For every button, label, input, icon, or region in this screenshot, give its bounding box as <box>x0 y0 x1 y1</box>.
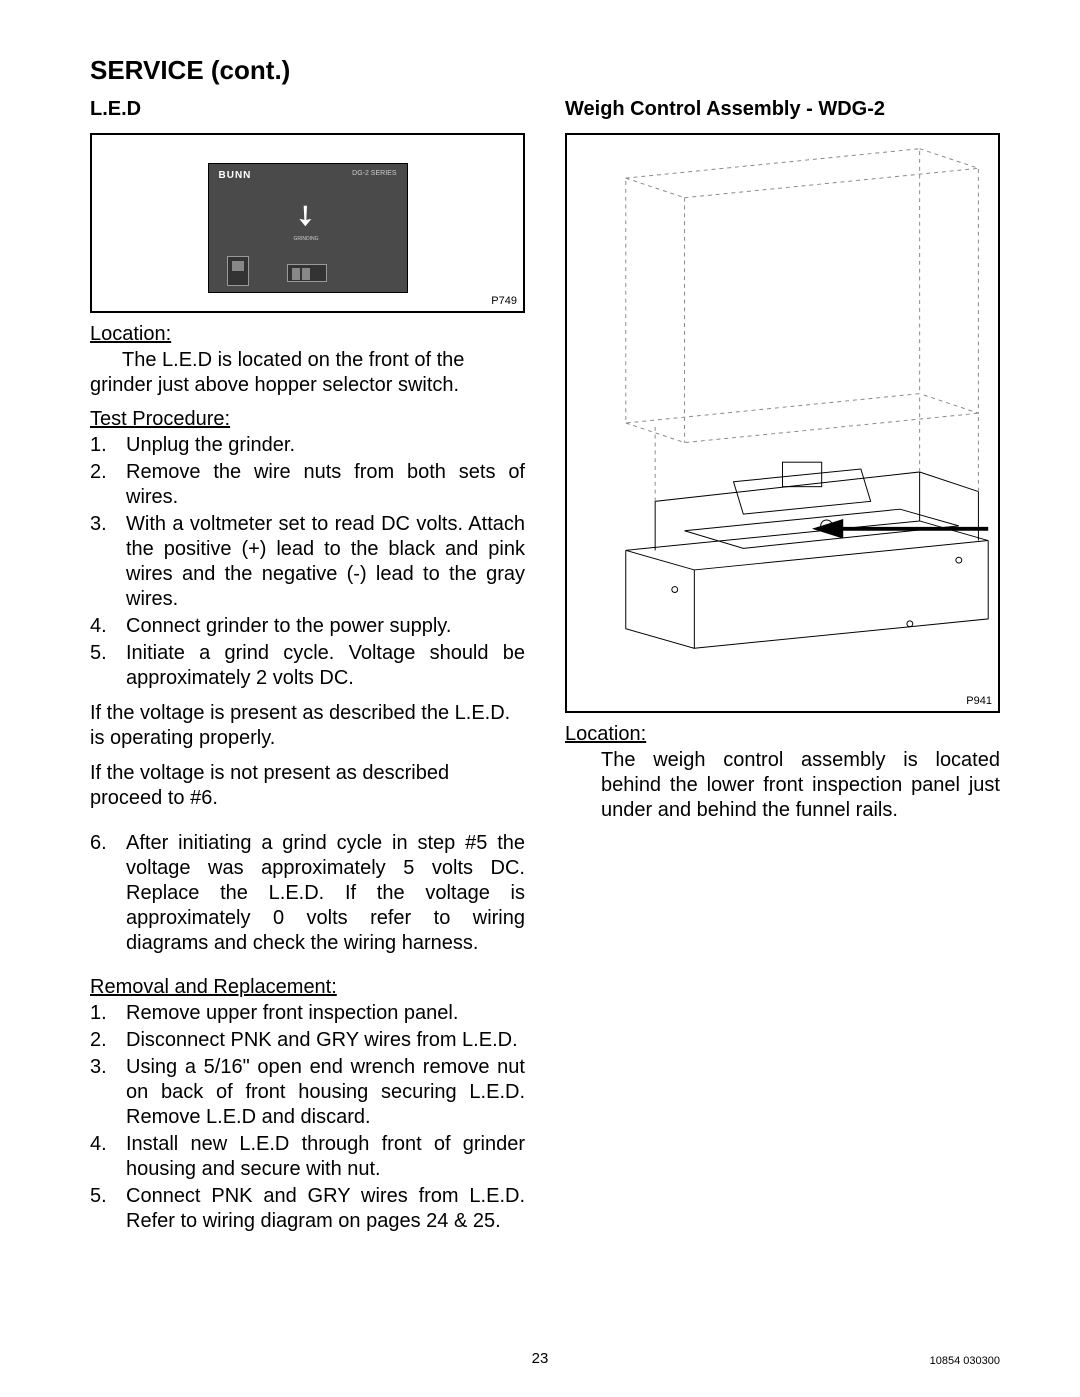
right-column: Weigh Control Assembly - WDG-2 <box>565 98 1000 1244</box>
weigh-assembly-illustration <box>567 135 998 711</box>
led-heading: L.E.D <box>90 98 525 121</box>
test-procedure-heading: Test Procedure: <box>90 408 525 431</box>
test-step: 3.With a voltmeter set to read DC volts.… <box>90 512 525 612</box>
right-location-item: The weigh control assembly is located be… <box>565 748 1000 823</box>
weigh-figure-label: P941 <box>966 695 992 707</box>
removal-heading: Removal and Replacement: <box>90 976 525 999</box>
removal-step: 3.Using a 5/16" open end wrench remove n… <box>90 1055 525 1130</box>
left-column: L.E.D BUNN DG-2 SERIES ➘ GRINDING P749 L… <box>90 98 525 1244</box>
arrow-icon: ➘ <box>285 196 325 236</box>
right-location-wrap: The weigh control assembly is located be… <box>565 748 1000 823</box>
voltage-ok-text: If the voltage is present as described t… <box>90 701 525 751</box>
panel-grinding-label: GRINDING <box>294 236 319 242</box>
panel-brand: BUNN <box>219 170 252 181</box>
page-title: SERVICE (cont.) <box>90 55 1000 86</box>
test-steps-list: 1.Unplug the grinder. 2.Remove the wire … <box>90 433 525 691</box>
removal-step: 1.Remove upper front inspection panel. <box>90 1001 525 1026</box>
location-heading-left: Location: <box>90 323 525 346</box>
page-number: 23 <box>0 1350 1080 1367</box>
location-text-left: The L.E.D is located on the front of the… <box>90 348 525 398</box>
panel-series: DG-2 SERIES <box>352 170 396 177</box>
step6-list: 6.After initiating a grind cycle in step… <box>90 831 525 956</box>
led-figure-label: P749 <box>491 295 517 307</box>
weigh-figure: P941 <box>565 133 1000 713</box>
location-heading-right: Location: <box>565 723 1000 746</box>
location-text-right: The weigh control assembly is located be… <box>601 748 1000 823</box>
led-figure: BUNN DG-2 SERIES ➘ GRINDING P749 <box>90 133 525 313</box>
led-panel-illustration: BUNN DG-2 SERIES ➘ GRINDING <box>208 163 408 293</box>
weigh-heading: Weigh Control Assembly - WDG-2 <box>565 98 1000 121</box>
removal-step: 2.Disconnect PNK and GRY wires from L.E.… <box>90 1028 525 1053</box>
test-step: 2.Remove the wire nuts from both sets of… <box>90 460 525 510</box>
removal-step: 4.Install new L.E.D through front of gri… <box>90 1132 525 1182</box>
test-step: 4.Connect grinder to the power supply. <box>90 614 525 639</box>
panel-switch-icon <box>227 256 249 286</box>
document-id: 10854 030300 <box>930 1355 1000 1367</box>
pointer-arrow-icon <box>812 519 988 539</box>
panel-selector-icon <box>287 264 327 282</box>
test-step-6: 6.After initiating a grind cycle in step… <box>90 831 525 956</box>
removal-step: 5.Connect PNK and GRY wires from L.E.D. … <box>90 1184 525 1234</box>
content-columns: L.E.D BUNN DG-2 SERIES ➘ GRINDING P749 L… <box>90 98 1000 1244</box>
voltage-notok-text: If the voltage is not present as describ… <box>90 761 525 811</box>
test-step: 1.Unplug the grinder. <box>90 433 525 458</box>
test-step: 5.Initiate a grind cycle. Voltage should… <box>90 641 525 691</box>
removal-steps-list: 1.Remove upper front inspection panel. 2… <box>90 1001 525 1234</box>
